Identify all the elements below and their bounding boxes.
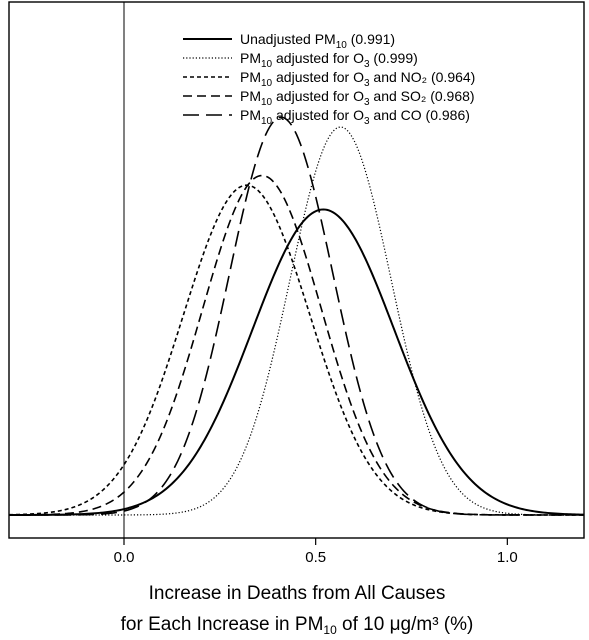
plot-frame xyxy=(8,1,585,539)
legend: Unadjusted PM10 (0.991)PM10 adjusted for… xyxy=(183,31,475,127)
legend-label-5: PM10 adjusted for O3 and CO (0.986) xyxy=(240,107,470,127)
legend-label-2: PM10 adjusted for O3 (0.999) xyxy=(240,50,418,70)
legend-label-1: Unadjusted PM10 (0.991) xyxy=(240,31,395,51)
x-tick-label: 0.0 xyxy=(114,549,135,566)
x-axis-ticks: 0.0 0.5 1.0 xyxy=(114,538,518,566)
series-line-4 xyxy=(9,174,584,516)
series-line-2 xyxy=(9,126,584,516)
series-line-5 xyxy=(9,116,584,516)
legend-label-3: PM10 adjusted for O3 and NO₂ (0.964) xyxy=(240,69,475,89)
x-axis-label: Increase in Deaths from All Causes for E… xyxy=(121,583,474,637)
series-line-3 xyxy=(8,184,584,516)
x-tick-label: 1.0 xyxy=(497,549,518,566)
x-axis-label-line1: Increase in Deaths from All Causes xyxy=(149,583,446,604)
x-tick-label: 0.5 xyxy=(305,549,326,566)
legend-label-4: PM10 adjusted for O3 and SO₂ (0.968) xyxy=(240,88,475,108)
x-axis-label-line2: for Each Increase in PM10 of 10 μg/m³ (%… xyxy=(121,614,474,637)
density-curves xyxy=(8,116,585,516)
series-line-1 xyxy=(9,208,585,516)
